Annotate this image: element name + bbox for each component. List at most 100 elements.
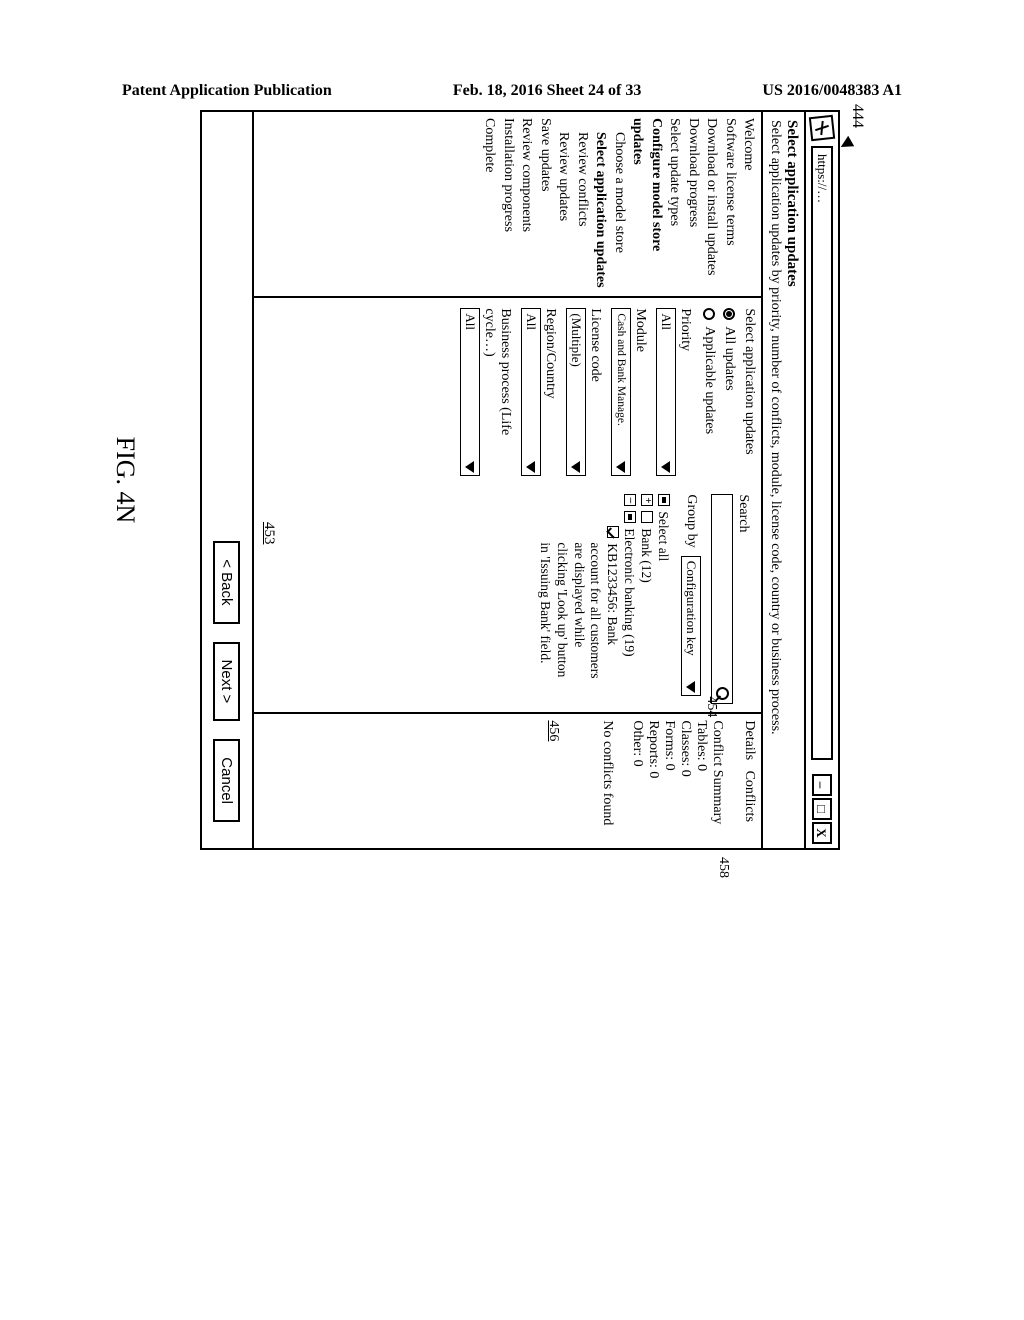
callout-444: 444 [848,104,866,128]
chevron-down-icon [466,461,475,473]
nav-item[interactable]: Review updates [554,118,572,290]
conflict-row: Tables: 0 [693,720,709,842]
ebank-checkbox[interactable] [624,511,636,523]
wizard-nav: WelcomeSoftware license termsDownload or… [254,112,761,298]
tree-column: Search Group by Configuration key [460,494,757,704]
nav-item[interactable]: Review conflicts [572,118,590,290]
next-button[interactable]: Next > [214,642,241,722]
group-by-select[interactable]: Configuration key [681,556,701,696]
module-value: Cash and Bank Manage. [615,313,627,425]
figure-wrapper: 444 https://… – □ X Select application u… [180,110,840,850]
header-left: Patent Application Publication [122,82,332,100]
url-text: https://… [814,154,830,203]
search-label: Search [735,494,751,704]
nav-item[interactable]: Select update types [665,118,683,290]
priority-value: All [658,313,674,330]
nav-item[interactable]: Save updates [535,118,553,290]
conflict-row: Classes: 0 [677,720,693,842]
close-button[interactable]: X [812,822,832,844]
page-header-strip: Select application updates Select applic… [761,112,804,848]
page-title: Select application updates [783,120,800,840]
radio-applicable-updates[interactable] [703,308,715,320]
nav-item[interactable]: Download or install updates [702,118,720,290]
group-by-value: Configuration key [683,561,699,656]
figure-label: FIG. 4N [110,437,140,524]
module-label: Module [632,308,648,476]
filter-column: Select application updates All updates A… [460,308,757,476]
header-center: Feb. 18, 2016 Sheet 24 of 33 [453,82,641,100]
nav-item[interactable]: Download progress [683,118,701,290]
chevron-down-icon [572,461,581,473]
select-all-label: Select all [654,511,671,561]
kb-line-1: account for all customers [587,542,604,678]
page-header: Patent Application Publication Feb. 18, … [122,82,902,100]
page-subtitle: Select application updates by priority, … [767,120,783,840]
kb-line-4: in 'Issuing Bank' field. [536,542,553,663]
titlebar: https://… – □ X [804,112,838,848]
back-button[interactable]: < Back [214,541,241,623]
ref-453: 453 [260,522,277,545]
chevron-down-icon [687,681,696,693]
kb-label: KB1233456: Bank [604,543,621,645]
nav-item[interactable]: Configure model store updates [628,118,665,290]
conflict-row: Forms: 0 [661,720,677,842]
priority-label: Priority [677,308,693,476]
bp-label: Business process (Life cycle…) [481,308,513,476]
license-label: License code [587,308,603,476]
license-value: (Multiple) [568,313,584,366]
ebank-label: Electronic banking (19) [620,528,637,656]
nav-item[interactable]: Select application updates [591,118,609,290]
kb-checkbox[interactable] [607,526,619,538]
region-label: Region/Country [542,308,558,476]
kb-line-3: clicking 'Look up' button [553,542,570,677]
search-input[interactable] [711,494,733,704]
cancel-button[interactable]: Cancel [214,739,241,822]
center-heading: Select application updates [741,308,757,476]
bank-label: Bank (12) [637,528,654,582]
ref-458: 458 [715,857,731,878]
select-all-checkbox[interactable] [658,494,670,506]
chevron-down-icon [527,461,536,473]
app-window: https://… – □ X Select application updat… [200,110,840,850]
module-select[interactable]: Cash and Bank Manage. [611,308,631,476]
expand-bank-icon[interactable]: + [641,494,653,506]
ref-456: 456 [545,720,561,842]
nav-item[interactable]: Software license terms [720,118,738,290]
region-value: All [523,313,539,330]
body-area: WelcomeSoftware license termsDownload or… [254,112,761,848]
region-select[interactable]: All [521,308,541,476]
update-tree: Select all + Bank (12) – Electronic bank… [536,494,671,704]
nav-item[interactable]: Installation progress [498,118,516,290]
radio-all-updates[interactable] [723,308,735,320]
maximize-button[interactable]: □ [812,798,832,820]
details-panel: Details Conflicts Conflict Summary Table… [254,712,761,848]
callout-444-arrow [838,136,854,152]
center-panel: Select application updates All updates A… [254,298,761,712]
globe-icon [809,115,835,141]
collapse-ebank-icon[interactable]: – [624,494,636,506]
minimize-button[interactable]: – [812,774,832,796]
radio-applicable-label: Applicable updates [701,326,717,434]
ref-454: 454 [703,696,719,717]
tab-details[interactable]: Details [742,720,757,760]
nav-item[interactable]: Choose a model store [609,118,627,290]
bp-select[interactable]: All [460,308,480,476]
window-buttons: – □ X [812,774,832,844]
wizard-footer: < Back Next > Cancel [202,112,254,848]
chevron-down-icon [662,461,671,473]
chevron-down-icon [617,461,626,473]
bank-checkbox[interactable] [641,511,653,523]
nav-item[interactable]: Review components [517,118,535,290]
license-select[interactable]: (Multiple) [566,308,586,476]
radio-all-label: All updates [721,326,737,390]
conflict-row: Reports: 0 [645,720,661,842]
header-right: US 2016/0048383 A1 [762,82,902,100]
conflict-summary-title: Conflict Summary [709,720,725,842]
nav-item[interactable]: Welcome [739,118,757,290]
priority-select[interactable]: All [656,308,676,476]
url-box[interactable]: https://… [811,146,833,760]
nav-item[interactable]: Complete [480,118,498,290]
bp-value: All [462,313,478,330]
tab-conflicts[interactable]: Conflicts [742,771,757,822]
no-conflicts-text: No conflicts found [599,720,615,842]
